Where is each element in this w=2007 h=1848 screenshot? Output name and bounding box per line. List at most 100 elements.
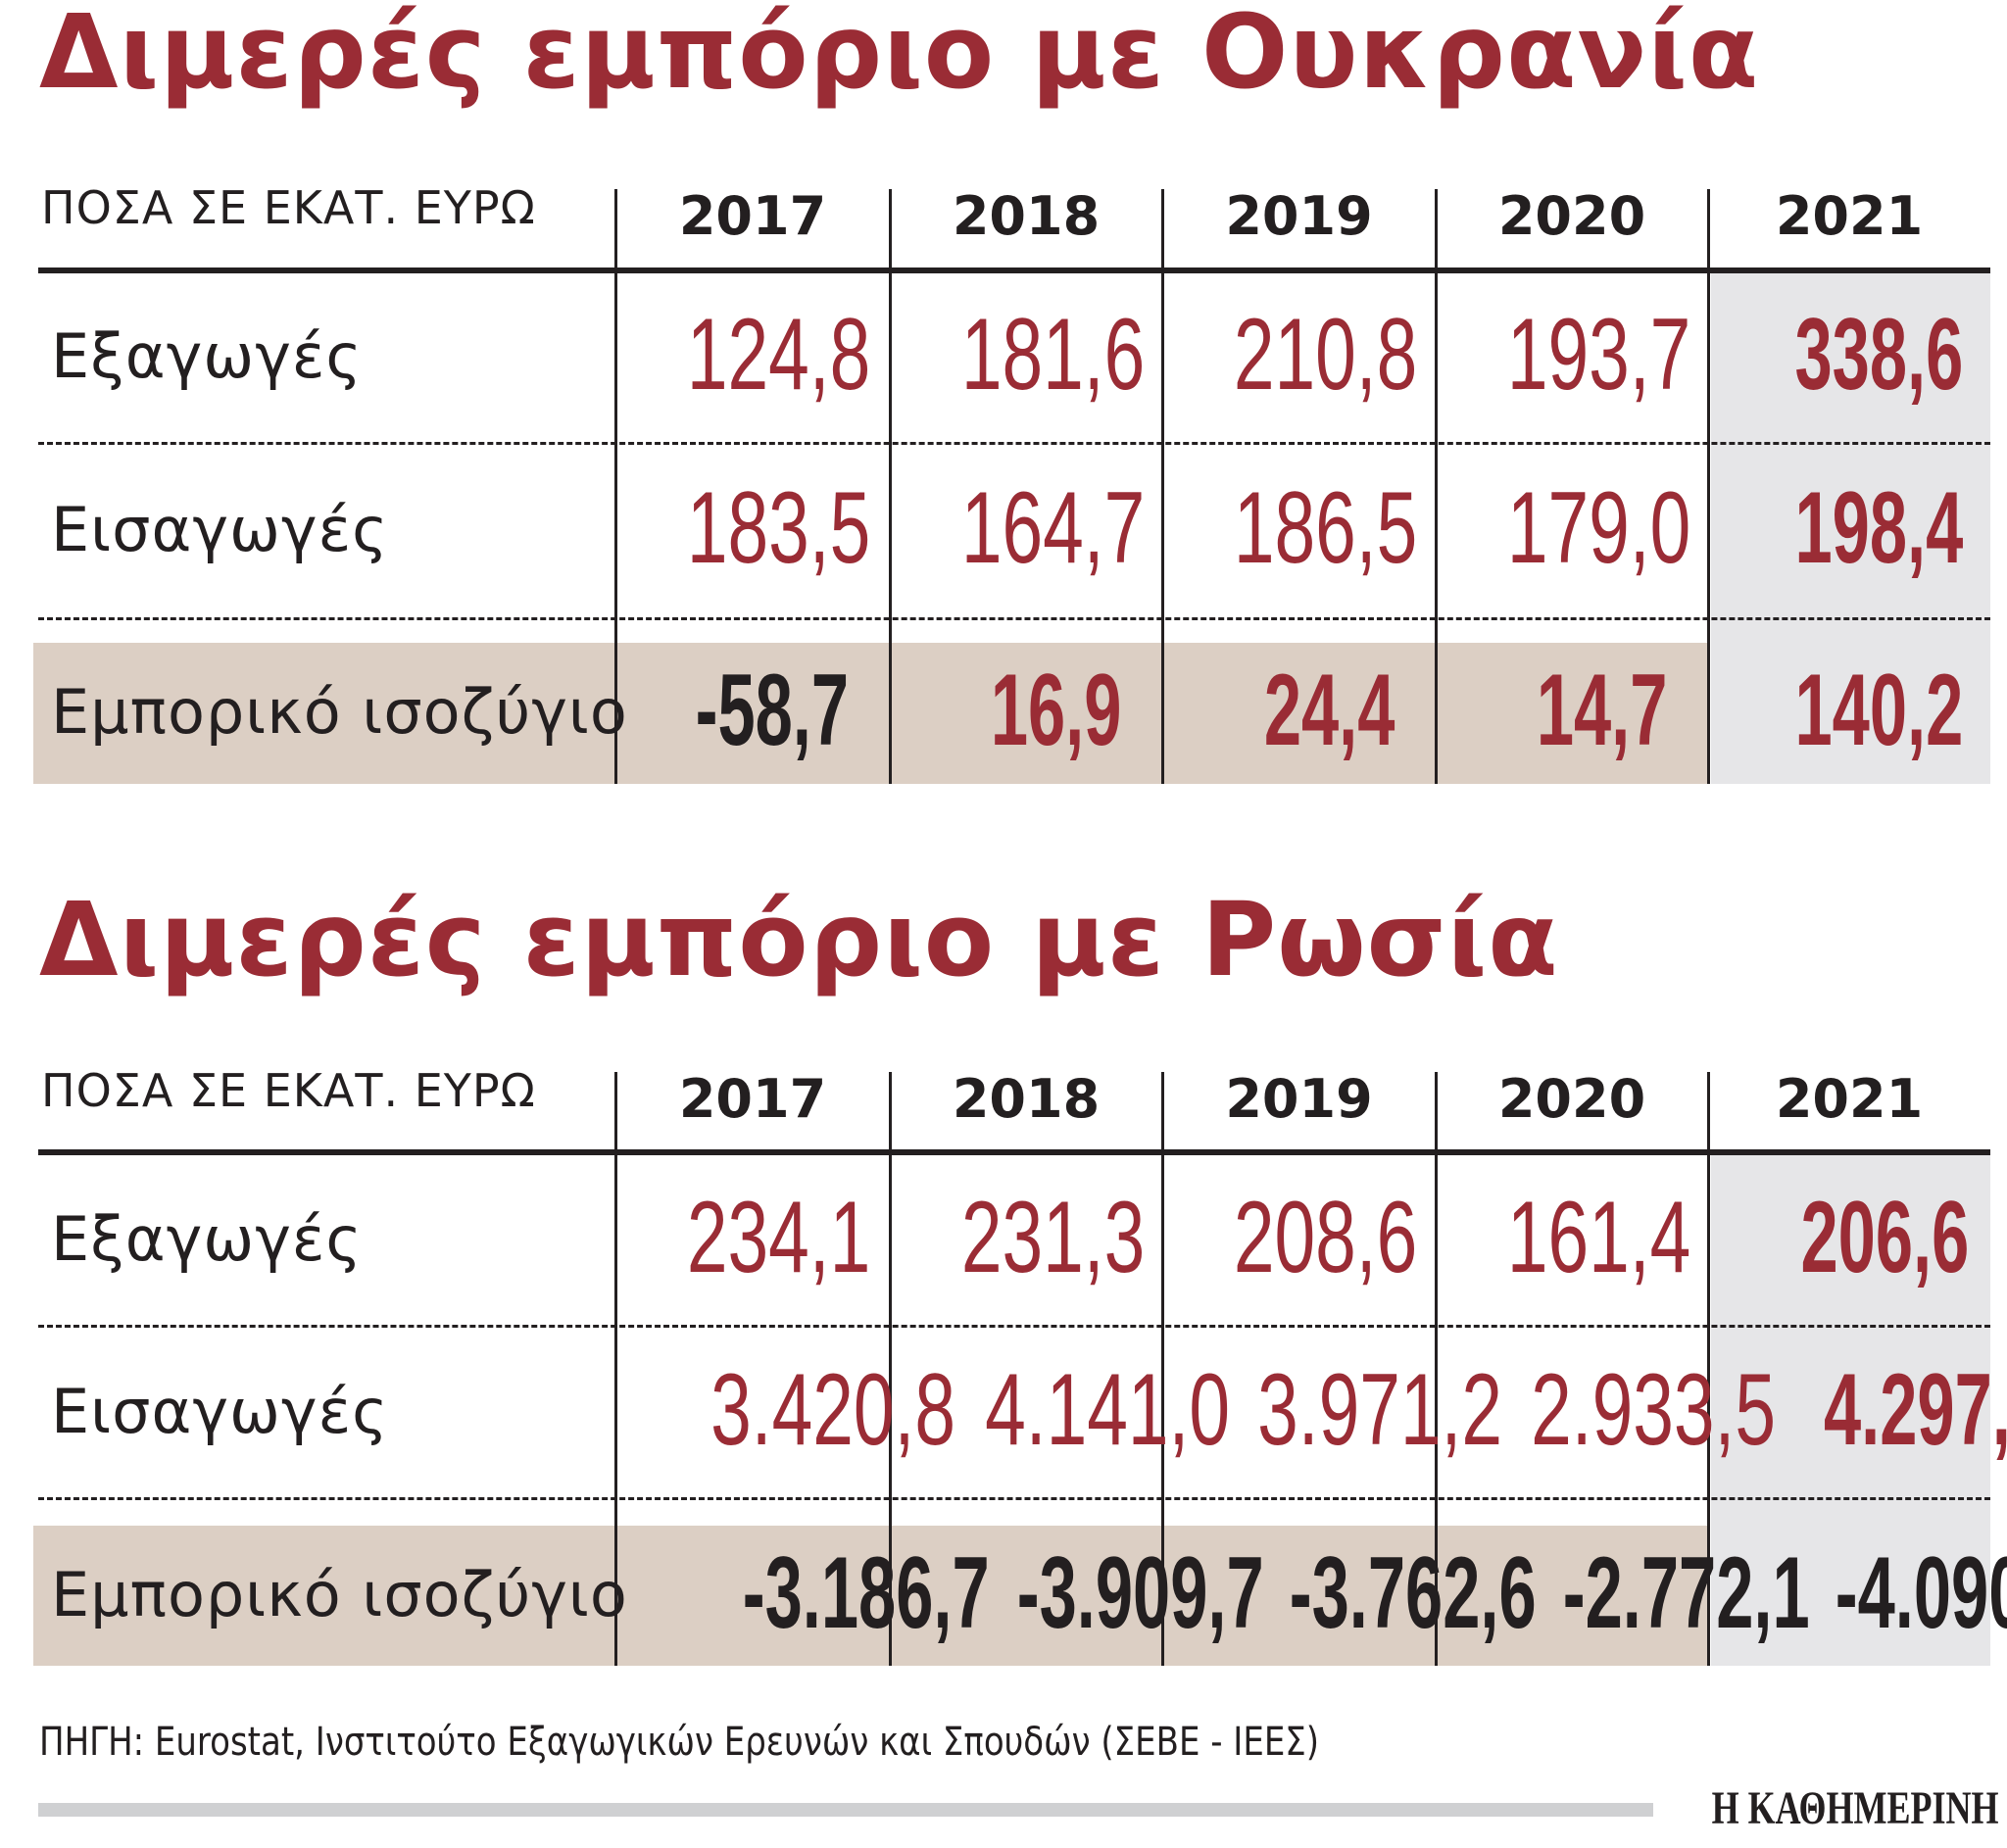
value-text: -3.909,7 (1016, 1535, 1264, 1650)
year-header-2017: 2017 (678, 185, 827, 247)
exports-row-value-2017: 124,8 (615, 297, 870, 413)
row-divider (38, 442, 1990, 445)
highlight-column-2021 (1711, 267, 1990, 784)
exports-row-value-2019: 208,6 (1162, 1180, 1418, 1296)
value-text: 2.933,5 (1531, 1352, 1776, 1467)
exports-row-value-2017: 234,1 (615, 1180, 871, 1296)
year-header-2021: 2021 (1775, 185, 1924, 247)
logo-text: Η ΚΑΘΗΜΕΡΙΝΗ (1712, 1782, 1999, 1834)
year-header-2019: 2019 (1225, 1068, 1373, 1130)
value-text: 181,6 (960, 298, 1146, 412)
imports-row-value-2019: 3.971,2 (1162, 1352, 1502, 1469)
value-text: 4.297,5 (1823, 1352, 2007, 1467)
trade-balance-row-value-2021: 140,2 (1708, 653, 1963, 769)
value-text: 4.141,0 (985, 1352, 1230, 1467)
column-divider (1161, 1072, 1164, 1666)
value-text: 14,7 (1536, 654, 1667, 767)
column-divider (1161, 189, 1164, 784)
exports-row-value-2020: 161,4 (1436, 1180, 1691, 1296)
exports-row-value-2020: 193,7 (1436, 297, 1690, 413)
column-divider (889, 1072, 892, 1666)
trade-balance-row-value-2021: -4.090,9 (1708, 1535, 2007, 1652)
value-text: 193,7 (1506, 298, 1691, 412)
value-text: 208,6 (1233, 1180, 1418, 1294)
imports-row-label: Εισαγωγές (51, 1375, 389, 1447)
header-rule (38, 1149, 1990, 1155)
value-text: -58,7 (695, 654, 849, 767)
year-header-2017: 2017 (678, 1068, 827, 1130)
unit-label: ΠΟΣΑ ΣΕ ΕΚΑΤ. ΕΥΡΩ (41, 181, 536, 234)
trade-balance-row-label: Εμπορικό ισοζύγιο (51, 676, 628, 748)
table-title: Διμερές εμπόριο με Ρωσία (39, 880, 1559, 999)
exports-row-label: Εξαγωγές (51, 1202, 363, 1275)
value-text: 140,2 (1794, 654, 1964, 767)
value-text: -3.186,7 (742, 1535, 990, 1650)
exports-row-value-2018: 231,3 (890, 1180, 1145, 1296)
value-text: 186,5 (1233, 471, 1418, 585)
exports-row-label: Εξαγωγές (51, 320, 363, 392)
value-text: 234,1 (686, 1180, 871, 1294)
value-text: 198,4 (1794, 471, 1964, 585)
source-note: ΠΗΓΗ: Eurostat, Ινστιτούτο Εξαγωγικών Ερ… (39, 1720, 1545, 1765)
value-text: 179,0 (1506, 471, 1691, 585)
value-text: 161,4 (1506, 1180, 1691, 1294)
row-divider (38, 1497, 1990, 1500)
row-divider (38, 1325, 1990, 1328)
column-divider (614, 189, 617, 784)
imports-row-value-2019: 186,5 (1162, 470, 1417, 587)
value-text: 206,6 (1800, 1180, 1969, 1294)
publisher-logo: Η ΚΑΘΗΜΕΡΙΝΗ (1616, 1781, 1999, 1835)
value-text: 16,9 (990, 654, 1121, 767)
imports-row-value-2020: 2.933,5 (1436, 1352, 1776, 1469)
trade-balance-row-value-2017: -58,7 (615, 653, 849, 769)
highlight-column-2021 (1711, 1149, 1990, 1666)
exports-row-value-2019: 210,8 (1162, 297, 1417, 413)
value-text: -2.772,1 (1562, 1535, 1810, 1650)
column-divider (1435, 189, 1438, 784)
exports-row-value-2021: 338,6 (1708, 297, 1963, 413)
table-title: Διμερές εμπόριο με Ουκρανία (39, 0, 1760, 112)
imports-row-value-2021: 4.297,5 (1708, 1352, 2007, 1469)
column-divider (889, 189, 892, 784)
value-text: 231,3 (960, 1180, 1146, 1294)
imports-row-value-2018: 164,7 (890, 470, 1145, 587)
value-text: 210,8 (1233, 298, 1418, 412)
value-text: 338,6 (1794, 298, 1964, 412)
exports-row-value-2021: 206,6 (1708, 1180, 1969, 1296)
year-header-2021: 2021 (1775, 1068, 1924, 1130)
trade-balance-row-value-2017: -3.186,7 (615, 1535, 990, 1652)
year-header-2020: 2020 (1497, 1068, 1646, 1130)
value-text: 183,5 (686, 471, 871, 585)
trade-balance-row-label: Εμπορικό ισοζύγιο (51, 1558, 628, 1630)
value-text: 3.971,2 (1257, 1352, 1502, 1467)
trade-balance-row-value-2018: -3.909,7 (890, 1535, 1264, 1652)
footer-bar (38, 1803, 1653, 1817)
header-rule (38, 267, 1990, 273)
row-divider (38, 617, 1990, 620)
value-text: -3.762,6 (1289, 1535, 1537, 1650)
imports-row-value-2021: 198,4 (1708, 470, 1963, 587)
column-divider (1707, 1072, 1710, 1666)
exports-row-value-2018: 181,6 (890, 297, 1145, 413)
trade-balance-row-value-2020: -2.772,1 (1436, 1535, 1810, 1652)
trade-balance-row-value-2018: 16,9 (890, 653, 1121, 769)
column-divider (1435, 1072, 1438, 1666)
source-text: ΠΗΓΗ: Eurostat, Ινστιτούτο Εξαγωγικών Ερ… (39, 1720, 1320, 1765)
value-text: 164,7 (960, 471, 1146, 585)
trade-balance-row-value-2020: 14,7 (1436, 653, 1667, 769)
value-text: 3.420,8 (710, 1352, 955, 1467)
year-header-2019: 2019 (1225, 185, 1373, 247)
column-divider (1707, 189, 1710, 784)
year-header-2018: 2018 (952, 1068, 1101, 1130)
unit-label: ΠΟΣΑ ΣΕ ΕΚΑΤ. ΕΥΡΩ (41, 1064, 536, 1117)
value-text: -4.090,9 (1835, 1535, 2007, 1650)
trade-balance-row-value-2019: -3.762,6 (1162, 1535, 1537, 1652)
imports-row-value-2017: 183,5 (615, 470, 870, 587)
value-text: 24,4 (1263, 654, 1395, 767)
column-divider (614, 1072, 617, 1666)
imports-row-value-2018: 4.141,0 (890, 1352, 1230, 1469)
balance-row-band (33, 643, 1708, 784)
value-text: 124,8 (686, 298, 871, 412)
imports-row-label: Εισαγωγές (51, 494, 389, 565)
year-header-2018: 2018 (952, 185, 1101, 247)
